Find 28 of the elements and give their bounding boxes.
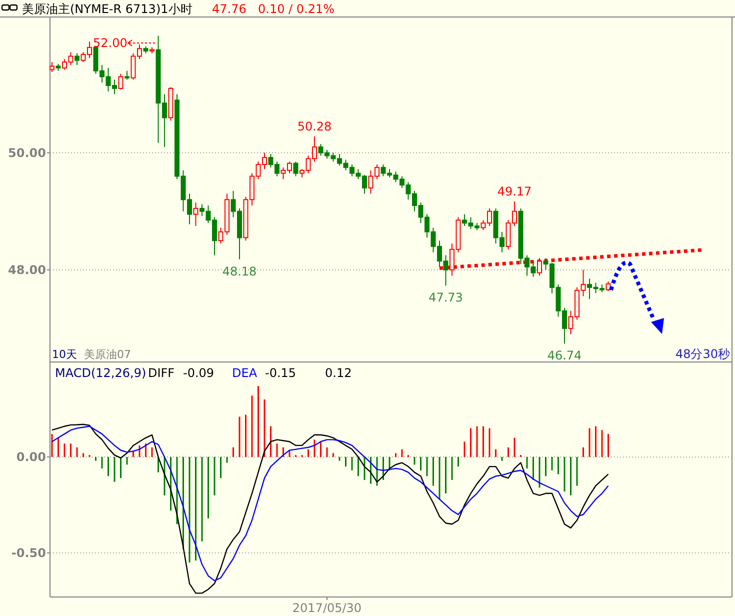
annotation: 美原油07 bbox=[84, 348, 131, 361]
annotation: 50.28 bbox=[297, 119, 332, 134]
candlestick bbox=[74, 52, 80, 66]
text: 0.10 / 0.21% bbox=[258, 2, 335, 16]
candlestick bbox=[50, 62, 54, 73]
annotation: 48.18 bbox=[222, 264, 257, 278]
y-tick-label: -0.50 bbox=[11, 546, 46, 560]
chart-title: 美原油主(NYME-R 6713)1小时 bbox=[22, 2, 192, 16]
candlestick bbox=[118, 73, 124, 90]
annotation: 48分30秒 bbox=[675, 347, 730, 361]
y-tick-label: 0.00 bbox=[16, 450, 46, 464]
chart-title: MACD(12,26,9) bbox=[55, 366, 146, 380]
y-tick-label: 48.00 bbox=[8, 262, 46, 277]
text: DIFF bbox=[148, 366, 175, 380]
annotation: 47.73 bbox=[428, 290, 463, 305]
annotation: 10天 bbox=[52, 348, 77, 361]
candlestick bbox=[193, 202, 198, 226]
text: 47.76 bbox=[212, 2, 246, 16]
annotation: -0.09 bbox=[183, 366, 214, 380]
annotation: 0.12 bbox=[325, 366, 352, 380]
annotation: 49.17 bbox=[497, 184, 532, 198]
annotation: 52.00 bbox=[93, 36, 128, 50]
text: DEA bbox=[232, 366, 258, 380]
annotation: 46.74 bbox=[547, 348, 582, 363]
candlestick bbox=[293, 161, 298, 177]
x-tick-label: 2017/05/30 bbox=[292, 601, 362, 615]
annotation: -0.15 bbox=[265, 366, 296, 380]
y-tick-label: 50.00 bbox=[8, 146, 46, 160]
